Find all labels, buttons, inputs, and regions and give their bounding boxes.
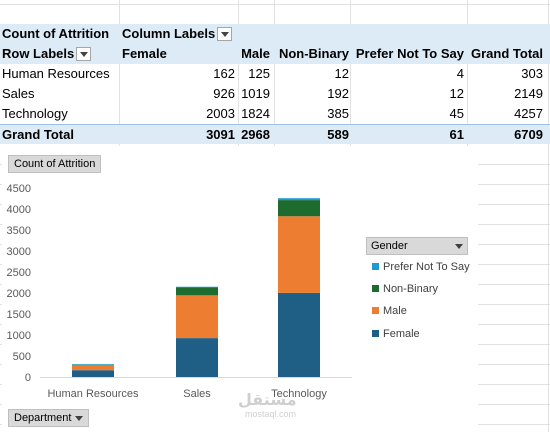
table-cell[interactable]: 385 (327, 106, 349, 121)
row-label[interactable]: Human Resources (2, 66, 110, 81)
axis-field-button-label: Department (14, 412, 72, 424)
bar-segment[interactable] (72, 370, 114, 377)
table-row: Technology 2003 1824 385 45 4257 (0, 104, 550, 124)
table-cell[interactable]: 303 (521, 66, 543, 81)
bar-segment[interactable] (278, 198, 320, 201)
table-cell[interactable]: 61 (449, 127, 464, 142)
y-tick-label: 3000 (7, 246, 31, 258)
x-tick-label: Technology (271, 388, 327, 400)
grid-column-line (548, 0, 549, 432)
bar-segment[interactable] (176, 287, 218, 296)
table-row: Sales 926 1019 192 12 2149 (0, 84, 550, 104)
y-tick-label: 4000 (7, 204, 31, 216)
column-header-prefer-not-to-say[interactable]: Prefer Not To Say (355, 46, 464, 61)
grid-row-line (0, 4, 550, 5)
table-cell[interactable]: 162 (213, 66, 235, 81)
grand-total-label[interactable]: Grand Total (2, 127, 74, 142)
row-labels-filter-button[interactable] (76, 46, 92, 61)
chart-legend: Gender Prefer Not To Say Non-Binary Male… (366, 237, 470, 340)
table-cell[interactable]: 192 (327, 86, 349, 101)
bar-segment[interactable] (176, 286, 218, 288)
axis-field-button[interactable]: Department (8, 409, 90, 427)
table-cell[interactable]: 2968 (241, 127, 270, 142)
column-header-grand-total[interactable]: Grand Total (471, 46, 543, 61)
table-cell[interactable]: 2149 (514, 86, 543, 101)
y-tick-label: 3500 (7, 225, 31, 237)
value-field-button[interactable]: Count of Attrition (8, 155, 102, 173)
y-tick-label: 2500 (7, 267, 31, 279)
table-row: Human Resources 162 125 12 4 303 (0, 64, 550, 84)
watermark-url: mostaql.com (245, 409, 297, 419)
legend-item-male[interactable]: Male (372, 305, 407, 317)
table-cell[interactable]: 12 (334, 66, 349, 81)
table-cell[interactable]: 6709 (514, 127, 543, 142)
table-cell[interactable]: 4 (456, 66, 464, 81)
bar-segment[interactable] (72, 364, 114, 371)
row-label[interactable]: Technology (2, 106, 68, 121)
table-cell[interactable]: 589 (327, 127, 349, 142)
row-label[interactable]: Sales (2, 86, 35, 101)
y-tick-label: 2000 (7, 288, 31, 300)
table-cell[interactable]: 12 (449, 86, 464, 101)
pivot-header-row: Count of Attrition Column Labels (0, 24, 550, 44)
table-cell[interactable]: 926 (213, 86, 235, 101)
legend-item-female[interactable]: Female (372, 328, 420, 340)
table-cell[interactable]: 45 (449, 106, 464, 121)
y-tick-label: 4500 (7, 183, 31, 195)
legend-swatch (372, 284, 379, 292)
value-field-button-label: Count of Attrition (14, 158, 96, 170)
legend-item-prefer-not-to-say[interactable]: Prefer Not To Say (372, 261, 470, 273)
bar-segment[interactable] (278, 292, 320, 377)
row-labels-cell[interactable]: Row Labels (2, 44, 120, 64)
legend-field-button[interactable]: Gender (366, 237, 468, 255)
legend-swatch (372, 306, 379, 314)
legend-swatch (372, 262, 379, 270)
legend-dropdown-icon (455, 244, 463, 249)
value-field-label[interactable]: Count of Attrition (2, 26, 110, 41)
bar-segment[interactable] (278, 216, 320, 293)
table-cell[interactable]: 1019 (241, 86, 270, 101)
bar-segment[interactable] (72, 364, 114, 365)
column-labels-cell[interactable]: Column Labels (122, 24, 242, 44)
legend-swatch (372, 329, 379, 337)
legend-title: Gender (371, 240, 408, 252)
table-cell[interactable]: 3091 (206, 127, 235, 142)
table-cell[interactable]: 125 (248, 66, 270, 81)
axis-dropdown-icon (75, 415, 84, 421)
column-header-non-binary[interactable]: Non-Binary (278, 46, 349, 61)
y-tick-label: 1000 (7, 330, 31, 342)
pivot-chart[interactable] (2, 146, 478, 432)
table-cell[interactable]: 2003 (206, 106, 235, 121)
pivot-columns-row: Row Labels Female Male Non-Binary Prefer… (0, 44, 550, 64)
legend-label: Female (383, 328, 420, 340)
column-header-male[interactable]: Male (241, 46, 270, 61)
y-tick-label: 1500 (7, 309, 31, 321)
column-header-female[interactable]: Female (122, 46, 167, 61)
column-labels-text: Column Labels (122, 26, 216, 41)
legend-label: Prefer Not To Say (383, 261, 470, 273)
bar-segment[interactable] (176, 295, 218, 339)
bar-segment[interactable] (176, 338, 218, 377)
x-tick-label: Sales (183, 388, 211, 400)
legend-label: Non-Binary (383, 283, 439, 295)
row-labels-text: Row Labels (2, 46, 75, 61)
legend-item-non-binary[interactable]: Non-Binary (372, 283, 438, 295)
watermark-logo: مستقل (238, 392, 297, 409)
y-tick-label: 500 (13, 351, 31, 363)
x-tick-label: Human Resources (47, 388, 139, 400)
bar-segment[interactable] (278, 200, 320, 217)
column-labels-filter-button[interactable] (217, 26, 233, 41)
y-tick-label: 0 (25, 372, 31, 384)
table-cell[interactable]: 4257 (514, 106, 543, 121)
legend-label: Male (383, 305, 407, 317)
chart-plot: 0 500 1000 1500 2000 2500 3000 3500 4000 4500 Huma… (7, 183, 352, 400)
table-cell[interactable]: 1824 (241, 106, 270, 121)
grand-total-row: Grand Total 3091 2968 589 61 6709 (0, 124, 550, 144)
